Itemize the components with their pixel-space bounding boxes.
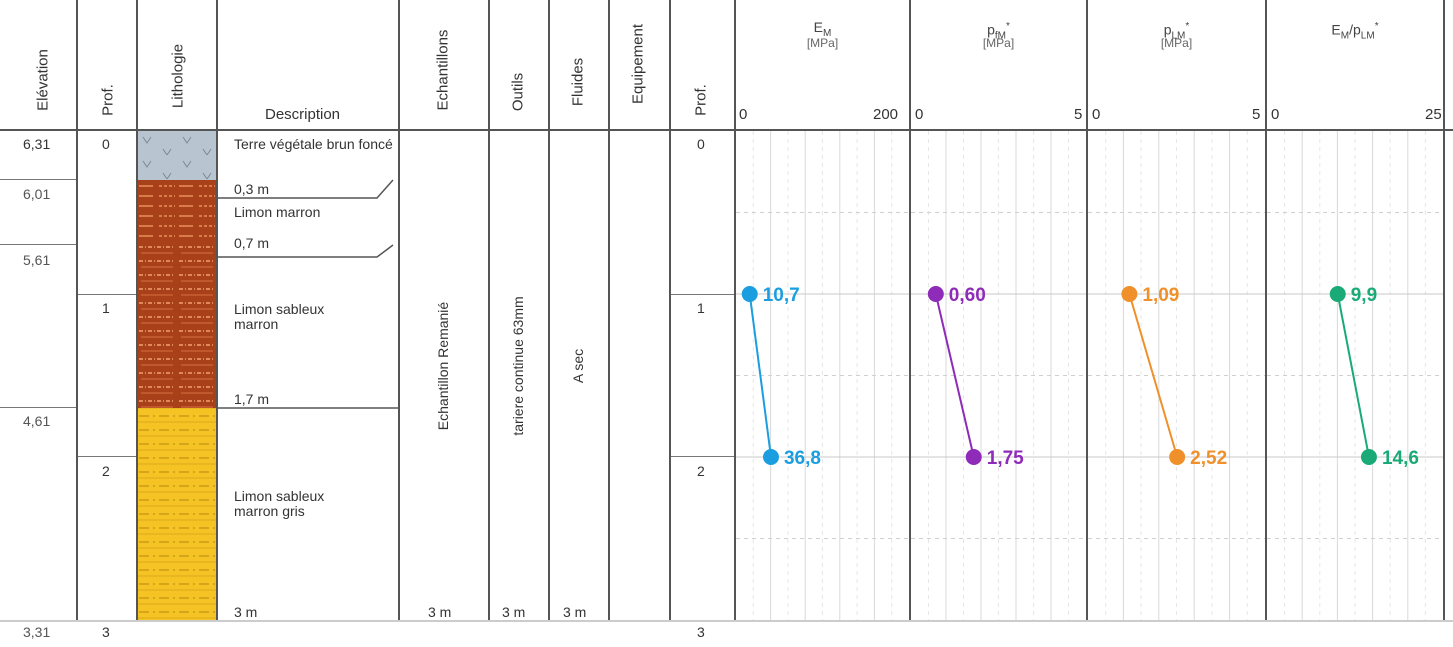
lithology-svg <box>137 131 217 620</box>
tick-em-min: 0 <box>739 106 748 123</box>
layer-1-bottom: 0,3 m <box>234 181 270 197</box>
samples-bottom: 3 m <box>428 604 452 620</box>
fluids-bottom: 3 m <box>563 604 587 620</box>
chart-unit-plm: [MPa] <box>1160 36 1193 50</box>
layer-3-name: Limon sableux marron <box>234 301 325 332</box>
series-line-1 <box>934 293 975 458</box>
bottom-line <box>0 620 1453 622</box>
col-sep-2 <box>136 0 138 620</box>
col-sep-9 <box>734 0 736 620</box>
data-label-3-0: 9,9 <box>1351 285 1377 306</box>
elevation-0: 6,31 <box>23 136 51 152</box>
header-description: Description <box>265 106 341 123</box>
chart-title-pfm: pfM* <box>987 21 1010 42</box>
elev-line-1 <box>0 179 77 180</box>
col-sep-13 <box>1443 0 1445 620</box>
data-point-2-0 <box>1121 286 1138 302</box>
col-sep-1 <box>76 0 78 620</box>
chart-unit-pfm: [MPa] <box>982 36 1015 50</box>
depth-2: 2 <box>102 463 110 479</box>
layer-3-bottom: 1,7 m <box>234 391 270 407</box>
data-point-3-0 <box>1329 286 1346 302</box>
prof-line-2 <box>77 456 137 457</box>
tick-pfm-max: 5 <box>1074 106 1083 123</box>
col-sep-6 <box>548 0 550 620</box>
layer-4-bottom: 3 m <box>234 604 258 620</box>
tick-em-max: 200 <box>873 106 899 123</box>
tick-ratio-max: 25 <box>1425 106 1442 123</box>
description-boundaries <box>217 179 399 409</box>
data-point-0-0 <box>741 286 758 302</box>
data-label-1-1: 1,75 <box>987 448 1024 469</box>
elevation-3: 4,61 <box>23 413 51 429</box>
lithology-layer-terre <box>137 131 217 180</box>
layer-4-name: Limon sableux marron gris <box>234 488 325 519</box>
data-point-0-1 <box>762 449 779 465</box>
series-line-3 <box>1336 293 1370 458</box>
chart-title-ratio: EM/pLM* <box>1331 21 1379 42</box>
data-point-2-1 <box>1169 449 1186 465</box>
chart-title-em: EM <box>813 19 832 39</box>
chart-title-plm: pLM* <box>1163 21 1190 42</box>
lithology-layer-limon-gris <box>137 408 217 620</box>
data-point-3-1 <box>1360 449 1377 465</box>
layer-2-bottom: 0,7 m <box>234 235 270 251</box>
data-label-0-1: 36,8 <box>784 448 821 469</box>
prof2-line-1 <box>670 294 735 295</box>
elevation-1: 6,01 <box>23 186 51 202</box>
tick-ratio-min: 0 <box>1271 106 1280 123</box>
tick-pfm-min: 0 <box>915 106 924 123</box>
col-sep-11 <box>1086 0 1088 620</box>
tools-bottom: 3 m <box>502 604 526 620</box>
data-label-2-1: 2,52 <box>1190 448 1227 469</box>
lithology-layer-limon <box>137 180 217 245</box>
data-label-3-1: 14,6 <box>1382 448 1419 469</box>
prof-line-1 <box>77 294 137 295</box>
series-line-0 <box>748 293 772 458</box>
data-point-1-0 <box>927 286 944 302</box>
depth-3: 3 <box>102 624 110 640</box>
chart-unit-em: [MPa] <box>806 36 839 50</box>
lithology-column <box>137 131 217 620</box>
tick-plm-max: 5 <box>1252 106 1261 123</box>
data-label-0-0: 10,7 <box>763 285 800 306</box>
series-line-2 <box>1128 293 1179 458</box>
data-label-1-0: 0,60 <box>949 285 986 306</box>
layer-2-name: Limon marron <box>234 204 321 220</box>
col-sep-7 <box>608 0 610 620</box>
depth2-3: 3 <box>697 624 705 640</box>
depth2-1: 1 <box>697 300 705 316</box>
tick-plm-min: 0 <box>1092 106 1101 123</box>
depth-1: 1 <box>102 300 110 316</box>
col-sep-12 <box>1265 0 1267 620</box>
data-point-1-1 <box>965 449 982 465</box>
depth-0: 0 <box>102 136 110 152</box>
elevation-2: 5,61 <box>23 252 51 268</box>
header-separator <box>0 129 1453 131</box>
depth2-0: 0 <box>697 136 705 152</box>
col-sep-5 <box>488 0 490 620</box>
elev-line-3 <box>0 407 77 408</box>
depth2-2: 2 <box>697 463 705 479</box>
elevation-4: 3,31 <box>23 624 51 640</box>
col-sep-4 <box>398 0 400 620</box>
col-sep-3 <box>216 0 218 620</box>
col-sep-8 <box>669 0 671 620</box>
col-sep-10 <box>909 0 911 620</box>
data-label-2-0: 1,09 <box>1142 285 1179 306</box>
elev-line-2 <box>0 244 77 245</box>
layer-1-name: Terre végétale brun foncé <box>234 136 393 152</box>
prof2-line-2 <box>670 456 735 457</box>
lithology-layer-limon-sableux <box>137 245 217 408</box>
